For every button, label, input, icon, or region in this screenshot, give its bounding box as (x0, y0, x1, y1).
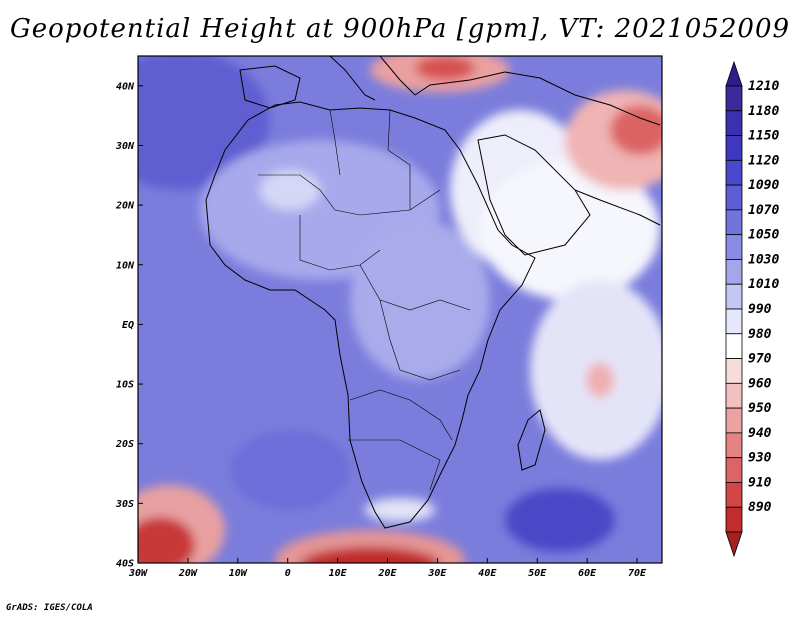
lon-tick-label: 70E (628, 568, 647, 579)
lon-tick-label: 60E (578, 568, 597, 579)
lat-tick-label: 40S (116, 559, 134, 570)
map-title: Geopotential Height at 900hPa [gpm], VT:… (9, 14, 791, 44)
colorbar-swatch (725, 432, 743, 459)
lon-tick-label: 30E (427, 568, 447, 579)
colorbar-swatch (725, 482, 743, 508)
colorbar-swatch (725, 382, 743, 409)
coastlines (205, 56, 661, 529)
colorbar-level-label: 1090 (748, 178, 779, 193)
colorbar-swatch (725, 159, 743, 186)
colorbar-level-label: 980 (748, 327, 772, 342)
lon-tick-label: 50E (528, 568, 547, 579)
lat-tick-label: 30N (115, 141, 135, 152)
lat-tick-label: 20S (115, 439, 134, 450)
lon-tick-label: 10E (329, 568, 348, 579)
colorbar-level-label: 1030 (748, 252, 779, 267)
colorbar-swatch (725, 259, 743, 285)
colorbar: 1210 1180 1150 1120 1090 1070 1050 1030 1010 990 9… (725, 60, 779, 558)
colorbar-level-label: 1010 (748, 277, 779, 292)
colorbar-level-label: 890 (748, 500, 772, 515)
colorbar-swatch (725, 506, 743, 533)
colorbar-level-label: 1050 (748, 228, 779, 243)
colorbar-level-label: 930 (748, 451, 772, 466)
lon-tick-label: 20E (377, 568, 397, 579)
lon-tick-label: 0 (285, 568, 291, 579)
lat-tick-label: EQ (122, 320, 134, 331)
colorbar-level-label: 1180 (748, 104, 779, 119)
colorbar-level-label: 910 (748, 475, 772, 490)
colorbar-level-label: 940 (748, 426, 772, 441)
colorbar-level-label: 970 (748, 352, 772, 367)
colorbar-swatch (725, 283, 743, 310)
colorbar-swatch (725, 333, 743, 359)
grads-credit: GrADS: IGES/COLA (6, 603, 93, 613)
lon-tick-label: 40E (478, 568, 497, 579)
country-borders (258, 109, 471, 491)
colorbar-level-label: 1120 (748, 153, 779, 168)
colorbar-level-label: 950 (748, 401, 772, 416)
lat-tick-label: 10N (116, 260, 135, 271)
lat-tick-label: 20N (115, 201, 135, 212)
lon-tick-label: 20W (178, 568, 198, 579)
colorbar-swatch (725, 85, 743, 112)
colorbar-swatch (725, 135, 743, 161)
colorbar-swatch (725, 308, 743, 335)
colorbar-top-arrow (725, 60, 743, 87)
colorbar-swatch (725, 110, 743, 136)
colorbar-swatch (725, 358, 743, 384)
colorbar-swatch (725, 457, 743, 483)
lat-tick-label: 30S (115, 499, 134, 510)
colorbar-level-label: 1150 (748, 129, 779, 144)
map-frame (137, 55, 663, 564)
colorbar-level-label: 1070 (748, 203, 779, 218)
lon-tick-label: 30W (128, 568, 148, 579)
lat-tick-label: 40N (116, 81, 135, 92)
colorbar-bottom-arrow (725, 531, 743, 558)
colorbar-level-label: 1210 (748, 79, 779, 94)
colorbar-level-label: 990 (748, 302, 772, 317)
colorbar-swatch (725, 184, 743, 211)
geopotential-field (138, 56, 662, 563)
lon-tick-label: 10W (229, 568, 248, 579)
colorbar-swatch (725, 407, 743, 434)
colorbar-swatch (725, 234, 743, 260)
colorbar-level-label: 960 (748, 376, 772, 391)
colorbar-swatch (725, 209, 743, 236)
lat-tick-label: 10S (116, 380, 134, 391)
